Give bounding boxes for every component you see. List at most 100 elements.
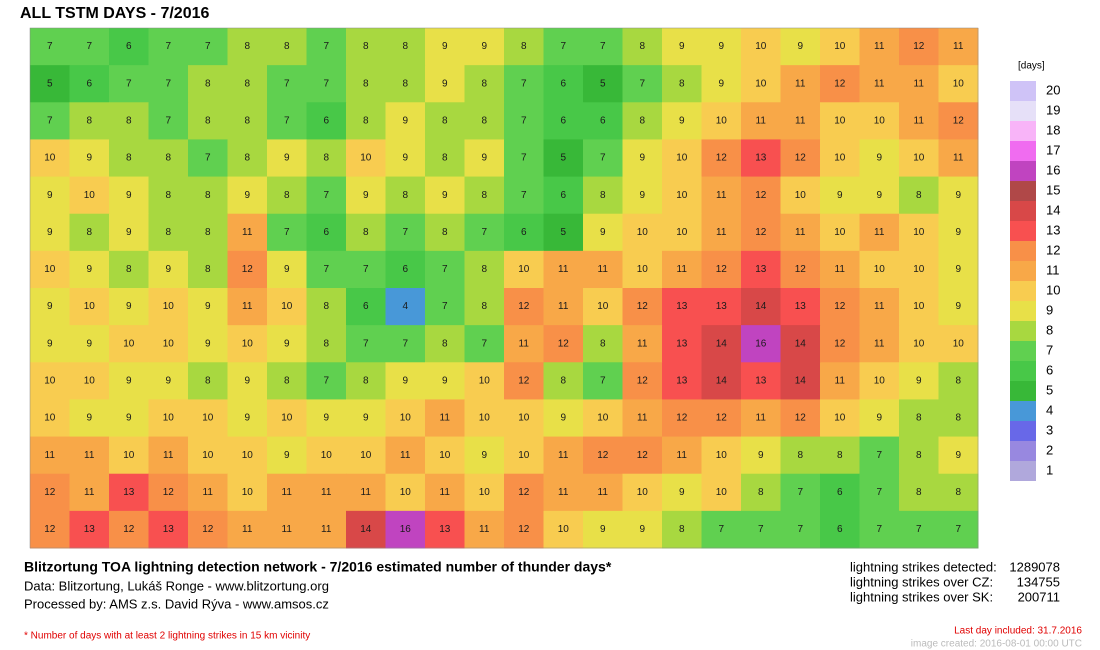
- map-cell: [899, 139, 939, 178]
- map-cell-value: 10: [202, 413, 214, 424]
- map-cell-value: 9: [284, 153, 290, 164]
- map-cell: [227, 213, 268, 252]
- map-cell-value: 9: [47, 190, 53, 201]
- map-cell-value: 8: [481, 115, 487, 126]
- map-cell: [188, 288, 228, 326]
- map-cell: [425, 28, 465, 66]
- map-cell: [346, 473, 386, 512]
- map-cell-value: 8: [86, 227, 92, 238]
- legend-swatch: [1010, 101, 1036, 121]
- map-cell: [899, 510, 939, 549]
- map-cell: [662, 102, 702, 140]
- map-cell-value: 10: [874, 115, 886, 126]
- map-cell-value: 8: [639, 41, 645, 52]
- map-cell: [741, 213, 781, 252]
- map-cell: [346, 362, 386, 400]
- map-cell-value: 6: [560, 190, 566, 201]
- map-cell: [227, 436, 268, 475]
- map-cell: [701, 176, 742, 215]
- map-cell-value: 10: [44, 153, 56, 164]
- map-cell-value: 10: [716, 450, 728, 461]
- map-cell-value: 7: [560, 41, 566, 52]
- map-cell: [385, 28, 426, 66]
- legend-swatch: [1010, 281, 1036, 301]
- map-cell-value: 8: [205, 227, 211, 238]
- map-cell: [267, 473, 307, 512]
- map-cell: [820, 362, 860, 400]
- map-cell-value: 14: [795, 375, 807, 386]
- map-cell-value: 10: [558, 524, 570, 535]
- map-cell-value: 11: [716, 227, 727, 238]
- map-cell-value: 5: [560, 153, 566, 164]
- map-cell: [622, 436, 663, 475]
- legend-label: 16: [1046, 162, 1060, 177]
- map-cell-value: 7: [521, 153, 527, 164]
- map-cell: [227, 28, 268, 66]
- map-cell: [938, 362, 979, 400]
- map-cell-value: 9: [679, 487, 685, 498]
- map-cell: [188, 325, 228, 363]
- map-cell-value: 10: [360, 153, 372, 164]
- map-cell-value: 11: [242, 227, 253, 238]
- map-cell: [109, 65, 149, 103]
- map-cell-value: 9: [876, 413, 882, 424]
- map-cell-value: 10: [597, 301, 609, 312]
- map-cell: [148, 176, 189, 215]
- map-cell: [504, 325, 544, 363]
- map-cell-value: 11: [716, 190, 727, 201]
- map-cell-value: 11: [84, 450, 95, 461]
- map-cell-value: 9: [86, 153, 92, 164]
- map-cell-value: 7: [363, 338, 369, 349]
- map-cell-value: 9: [718, 41, 724, 52]
- map-cell: [109, 176, 149, 215]
- map-cell: [504, 510, 544, 549]
- map-cell-value: 10: [281, 413, 293, 424]
- map-cell-value: 9: [797, 41, 803, 52]
- map-cell: [859, 362, 900, 400]
- legend-label: 10: [1046, 282, 1060, 297]
- map-cell-value: 8: [600, 338, 606, 349]
- map-cell: [188, 65, 228, 103]
- legend-label: 20: [1046, 82, 1060, 97]
- map-cell: [30, 325, 70, 363]
- map-cell-value: 10: [953, 78, 965, 89]
- legend-label: 15: [1046, 182, 1060, 197]
- map-cell-value: 8: [758, 487, 764, 498]
- map-cell-value: 10: [281, 301, 293, 312]
- legend-swatch: [1010, 121, 1036, 141]
- map-cell-value: 8: [244, 153, 250, 164]
- map-cell-value: 8: [916, 487, 922, 498]
- map-cell: [464, 362, 505, 400]
- map-cell-value: 10: [242, 450, 254, 461]
- map-cell: [583, 250, 623, 289]
- map-cell: [306, 510, 347, 549]
- map-cell-value: 5: [47, 78, 53, 89]
- map-cell: [938, 28, 979, 66]
- map-cell: [148, 28, 189, 66]
- map-cell: [938, 102, 979, 140]
- map-cell: [69, 288, 110, 326]
- footer-note: * Number of days with at least 2 lightni…: [24, 631, 310, 642]
- map-cell: [464, 28, 505, 66]
- map-cell-value: 8: [165, 153, 171, 164]
- map-cell-value: 12: [123, 524, 135, 535]
- map-cell: [109, 399, 149, 438]
- map-cell-value: 8: [244, 78, 250, 89]
- map-cell-value: 7: [442, 301, 448, 312]
- map-cell-value: 9: [205, 338, 211, 349]
- map-cell: [69, 213, 110, 252]
- map-cell-value: 11: [400, 450, 411, 461]
- map-cell-value: 8: [126, 115, 132, 126]
- legend-label: 1: [1046, 462, 1053, 477]
- map-cell: [69, 436, 110, 475]
- map-cell-value: 10: [795, 190, 807, 201]
- map-cell: [346, 510, 386, 549]
- map-cell-value: 11: [242, 524, 253, 535]
- map-cell: [741, 362, 781, 400]
- map-cell-value: 7: [521, 190, 527, 201]
- map-cell: [938, 176, 979, 215]
- map-cell-value: 13: [795, 301, 807, 312]
- map-cell-value: 7: [876, 450, 882, 461]
- map-cell: [543, 510, 584, 549]
